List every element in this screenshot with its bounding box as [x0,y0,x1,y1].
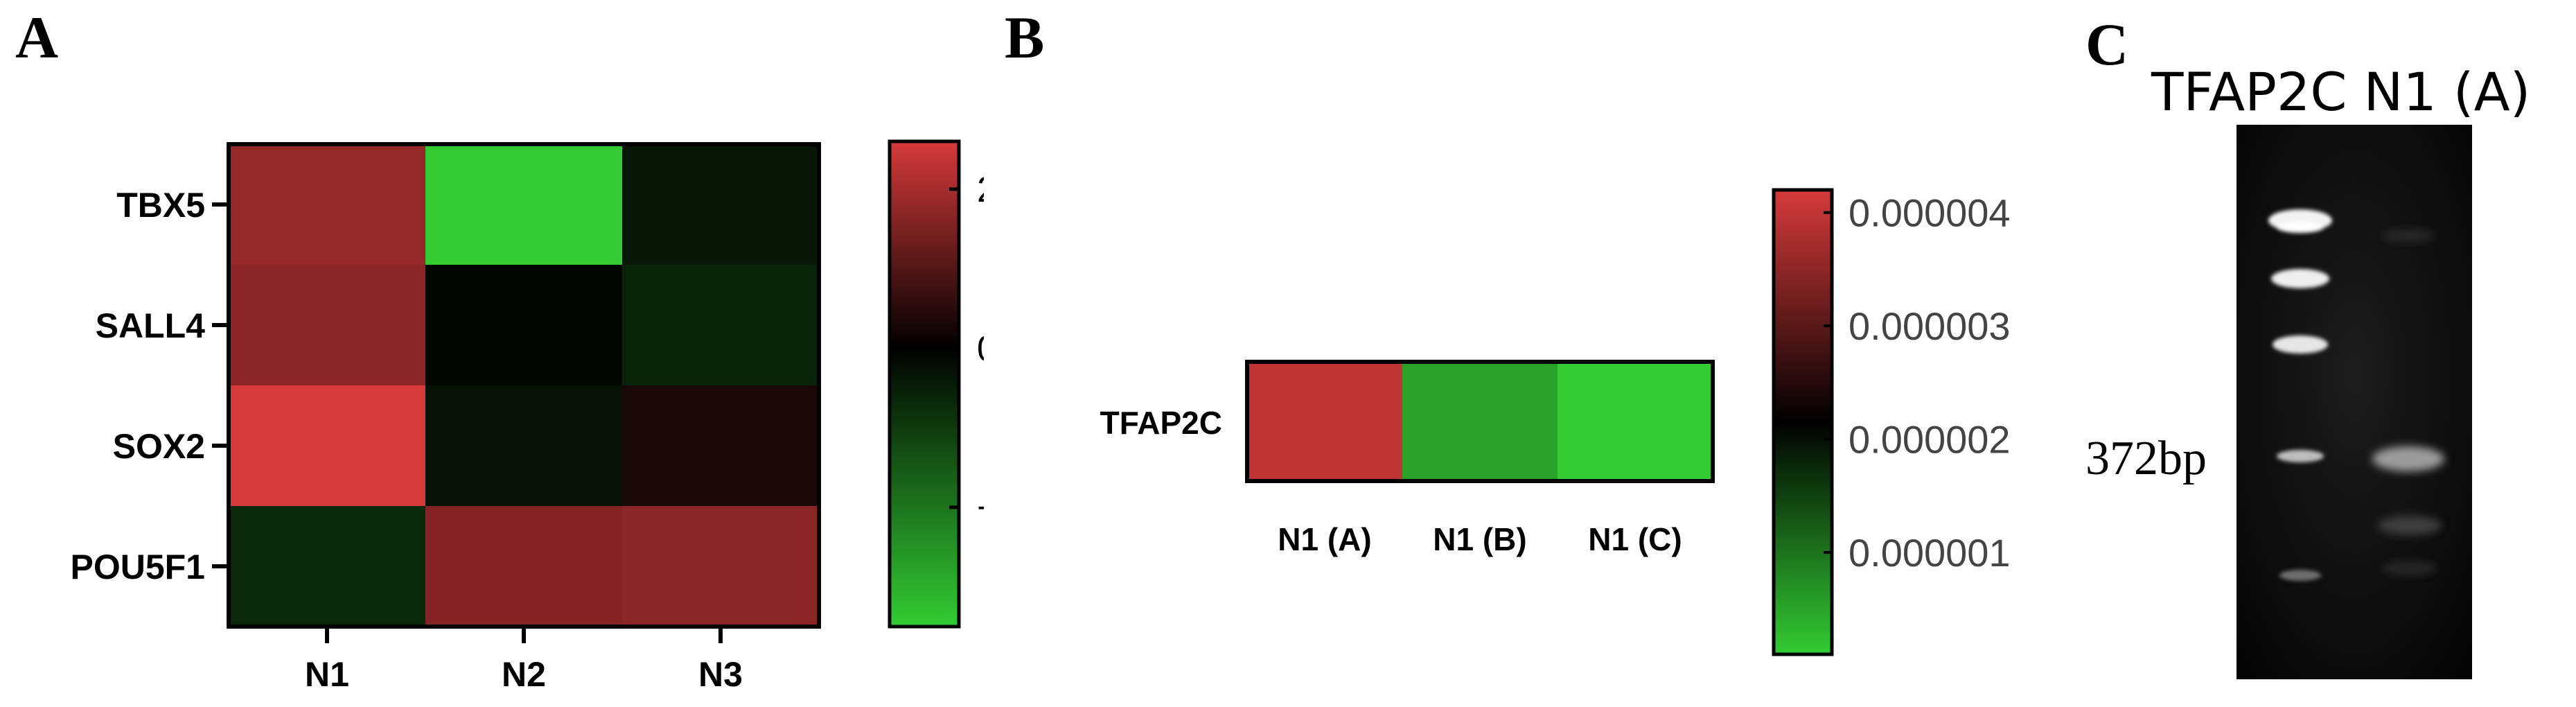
ladder-band-5 [2279,570,2321,581]
ladder-band-1-core [2277,222,2324,233]
row-label-tfap2c: TFAP2C [1100,405,1222,441]
colorbar-tick-label: 0.000004 [1849,191,2011,235]
row-label-sall4: SALL4 [96,306,206,345]
ladder-lane [2268,209,2332,581]
row-label-pou5f1: POU5F1 [70,548,205,586]
colorbar-tick-label: 0 [977,329,984,369]
gel-marker-label: 372bp [2085,432,2207,485]
heatmap-cell-pou5f1-n3 [622,506,819,627]
sample-band-faint [2382,230,2435,241]
ladder-band-3 [2273,335,2328,354]
heatmap-cell-sox2-n2 [425,385,622,506]
panel-label-c: C [2085,11,2129,78]
heatmap-cell-pou5f1-n1 [229,506,425,627]
colorbar-tick-label: 2 [977,170,984,210]
row-label-sox2: SOX2 [113,427,205,466]
heatmap-cell-tbx5-n1 [229,144,425,265]
sample-lane [2372,230,2444,575]
heatmap-cell-tbx5-n3 [622,144,819,265]
column-label-2: N1 (B) [1433,521,1526,557]
column-label-1: N1 (A) [1278,521,1371,557]
gel-background [2237,125,2472,679]
heatmap-cell-sall4-n1 [229,265,425,385]
colorbar [1772,188,1834,656]
row-label-tbx5: TBX5 [116,186,205,225]
heatmap-cell-sall4-n3 [622,265,819,385]
heatmap-cell-tfap2c-3 [1558,362,1713,481]
colorbar-tick-label: 0.000003 [1849,304,2011,348]
heatmap-cell-tbx5-n2 [425,144,622,265]
colorbar-tick-label: −2 [977,488,984,528]
sample-smear [2382,561,2437,575]
sample-band-372bp [2372,446,2444,471]
colorbar-tick-label: 0.000002 [1849,418,2011,462]
heatmap-a: TBX5 SALL4 SOX2 POU5F1 N1 N2 N3 2 0 −2 [70,139,984,694]
heatmap-cell-sox2-n1 [229,385,425,506]
panel-label-a: A [15,4,59,71]
heatmap-cell-sall4-n2 [425,265,622,385]
colorbar-tick-label: 0.000001 [1849,531,2011,575]
colorbar [888,139,961,629]
gel-title: TFAP2C N1 (A) [2151,61,2531,123]
heatmap-cell-tfap2c-1 [1247,362,1402,481]
heatmap-frame [1245,360,1715,483]
heatmap-cell-sox2-n3 [622,385,819,506]
column-label-n2: N2 [502,655,546,694]
panel-label-b: B [1005,4,1045,71]
gel-image [2237,125,2472,679]
ladder-band-2 [2271,269,2329,288]
ladder-band-4 [2277,450,2324,462]
heatmap-cell-pou5f1-n2 [425,506,622,627]
column-label-n3: N3 [698,655,743,694]
sample-band-lower [2378,516,2442,535]
column-label-n1: N1 [305,655,349,694]
column-label-3: N1 (C) [1588,521,1682,557]
heatmap-cell-tfap2c-2 [1402,362,1558,481]
